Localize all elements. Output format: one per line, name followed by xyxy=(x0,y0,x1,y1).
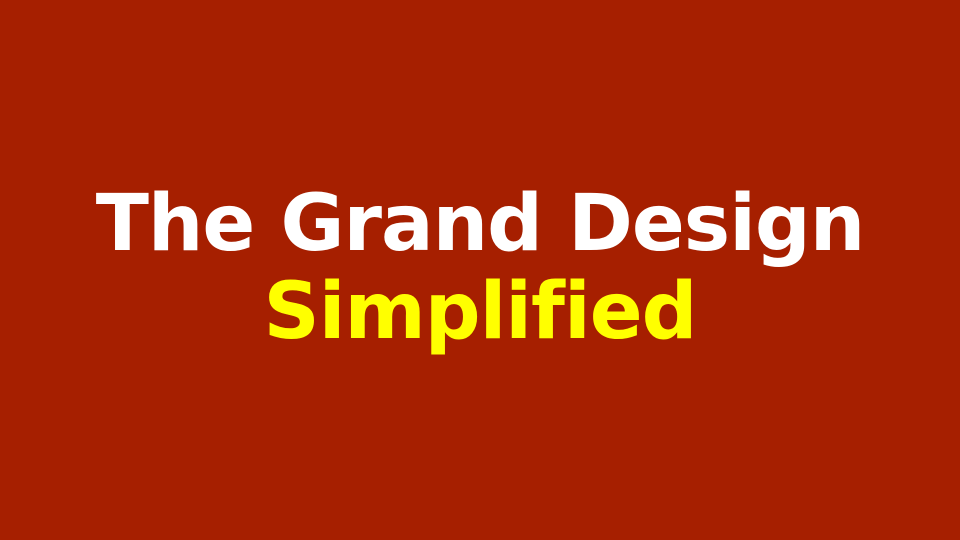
title-block: The Grand Design Simplified xyxy=(0,176,960,360)
slide-subtitle: Simplified xyxy=(263,267,698,357)
slide-title: The Grand Design xyxy=(95,179,866,269)
